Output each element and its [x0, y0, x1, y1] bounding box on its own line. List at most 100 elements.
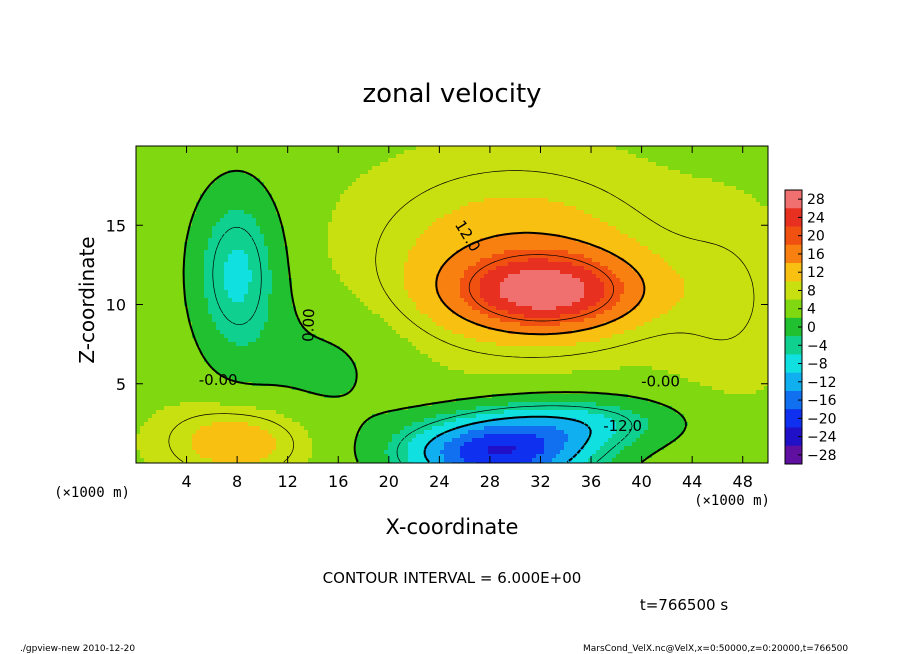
field-cell: [372, 158, 377, 163]
field-cell: [168, 254, 173, 259]
field-cell: [644, 182, 649, 187]
field-cell: [564, 162, 569, 167]
field-cell: [364, 266, 369, 271]
field-cell: [480, 206, 485, 211]
field-cell: [136, 174, 141, 179]
field-cell: [176, 210, 181, 215]
field-cell: [164, 202, 169, 207]
field-cell: [720, 174, 725, 179]
field-cell: [184, 222, 189, 227]
field-cell: [416, 178, 421, 183]
field-cell: [668, 234, 673, 239]
field-cell: [312, 246, 317, 251]
field-cell: [700, 226, 705, 231]
field-cell: [580, 226, 585, 231]
field-cell: [424, 182, 429, 187]
field-cell: [376, 254, 381, 259]
field-cell: [200, 262, 205, 267]
field-cell: [452, 270, 457, 275]
field-cell: [308, 246, 313, 251]
field-cell: [344, 166, 349, 171]
field-cell: [328, 146, 333, 151]
field-cell: [544, 170, 549, 175]
field-cell: [680, 154, 685, 159]
field-cell: [632, 170, 637, 175]
field-cell: [320, 254, 325, 259]
field-cell: [564, 250, 569, 255]
field-cell: [484, 222, 489, 227]
field-cell: [332, 262, 337, 267]
field-cell: [360, 178, 365, 183]
field-cell: [256, 158, 261, 163]
field-cell: [200, 178, 205, 183]
field-cell: [568, 226, 573, 231]
field-cell: [360, 254, 365, 259]
field-cell: [740, 222, 745, 227]
field-cell: [268, 198, 273, 203]
field-cell: [360, 166, 365, 171]
field-cell: [196, 258, 201, 263]
field-cell: [712, 186, 717, 191]
field-cell: [340, 226, 345, 231]
field-cell: [220, 254, 225, 259]
field-cell: [520, 202, 525, 207]
field-cell: [752, 222, 757, 227]
field-cell: [272, 266, 277, 271]
field-cell: [552, 190, 557, 195]
field-cell: [540, 202, 545, 207]
field-cell: [264, 162, 269, 167]
field-cell: [640, 202, 645, 207]
field-cell: [292, 158, 297, 163]
field-cell: [320, 178, 325, 183]
field-cell: [764, 186, 768, 191]
field-cell: [360, 158, 365, 163]
field-cell: [508, 150, 513, 155]
field-cell: [392, 150, 397, 155]
field-cell: [332, 154, 337, 159]
field-cell: [576, 262, 581, 267]
field-cell: [364, 262, 369, 267]
field-cell: [212, 198, 217, 203]
field-cell: [660, 186, 665, 191]
field-cell: [524, 270, 529, 275]
field-cell: [572, 170, 577, 175]
field-cell: [584, 166, 589, 171]
field-cell: [592, 178, 597, 183]
field-cell: [264, 198, 269, 203]
field-cell: [712, 254, 717, 259]
field-cell: [480, 170, 485, 175]
field-cell: [256, 174, 261, 179]
field-cell: [308, 270, 313, 275]
field-cell: [640, 242, 645, 247]
field-cell: [576, 170, 581, 175]
field-cell: [136, 246, 141, 251]
field-cell: [272, 186, 277, 191]
field-cell: [364, 186, 369, 191]
field-cell: [348, 150, 353, 155]
field-cell: [420, 230, 425, 235]
field-cell: [632, 182, 637, 187]
field-cell: [352, 226, 357, 231]
field-cell: [552, 262, 557, 267]
field-cell: [244, 234, 249, 239]
field-cell: [584, 198, 589, 203]
field-cell: [192, 186, 197, 191]
field-cell: [224, 266, 229, 271]
field-cell: [272, 178, 277, 183]
field-cell: [656, 258, 661, 263]
field-cell: [668, 222, 673, 227]
field-cell: [452, 262, 457, 267]
field-cell: [364, 198, 369, 203]
field-cell: [312, 162, 317, 167]
field-cell: [692, 254, 697, 259]
field-cell: [644, 222, 649, 227]
field-cell: [284, 234, 289, 239]
field-cell: [436, 166, 441, 171]
field-cell: [308, 182, 313, 187]
field-cell: [660, 178, 665, 183]
field-cell: [724, 218, 729, 223]
field-cell: [336, 254, 341, 259]
field-cell: [252, 262, 257, 267]
field-cell: [712, 230, 717, 235]
field-cell: [264, 182, 269, 187]
